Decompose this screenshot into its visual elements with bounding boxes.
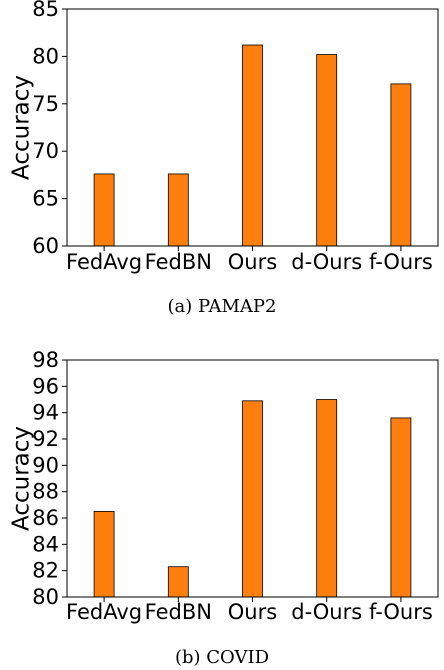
x-tick-label: d-Ours [291,250,362,274]
bar-fedbn [167,566,189,598]
y-tick-label: 84 [32,532,59,556]
y-tick-label: 82 [32,559,59,583]
chart-caption: (b) COVID [175,647,269,668]
bar-fedbn [167,173,189,247]
x-tick-label: Ours [228,250,277,274]
y-tick-label: 98 [32,348,59,372]
y-axis-label: Accuracy [9,426,35,531]
bar-fedavg [93,173,115,247]
y-tick-label: 80 [32,44,59,68]
y-tick-label: 65 [32,187,59,211]
x-tick-label: f-Ours [369,250,433,274]
x-tick-label: Ours [228,600,277,624]
bar-ours [242,400,263,598]
bar-d-ours [316,54,338,247]
bar-fedavg [93,511,115,598]
chart-caption: (a) PAMAP2 [168,296,277,317]
y-tick-label: 90 [32,453,59,477]
x-tick-label: FedBN [145,250,212,274]
x-tick-label: FedBN [145,600,212,624]
bar-d-ours [316,399,338,598]
y-tick-label: 75 [32,92,59,116]
y-tick-label: 80 [32,585,59,609]
x-tick-label: FedAvg [66,250,142,274]
y-tick-label: 94 [32,401,59,425]
y-tick-label: 70 [32,139,59,163]
y-tick-label: 88 [32,480,59,504]
chart-panel-0: 60 65 70 75 80 85 FedAvg FedBN Ours d-Ours f-Ours A… [9,0,439,317]
bar-ours [242,44,263,247]
x-tick-label: f-Ours [369,600,433,624]
y-tick-label: 60 [32,234,59,258]
bar-f-ours [390,83,412,247]
y-tick-label: 96 [32,374,59,398]
y-axis-label: Accuracy [9,75,35,180]
x-tick-label: d-Ours [291,600,362,624]
bar-f-ours [390,417,412,598]
y-tick-label: 86 [32,506,59,530]
y-tick-label: 92 [32,427,59,451]
y-tick-label: 85 [32,0,59,21]
x-tick-label: FedAvg [66,600,142,624]
